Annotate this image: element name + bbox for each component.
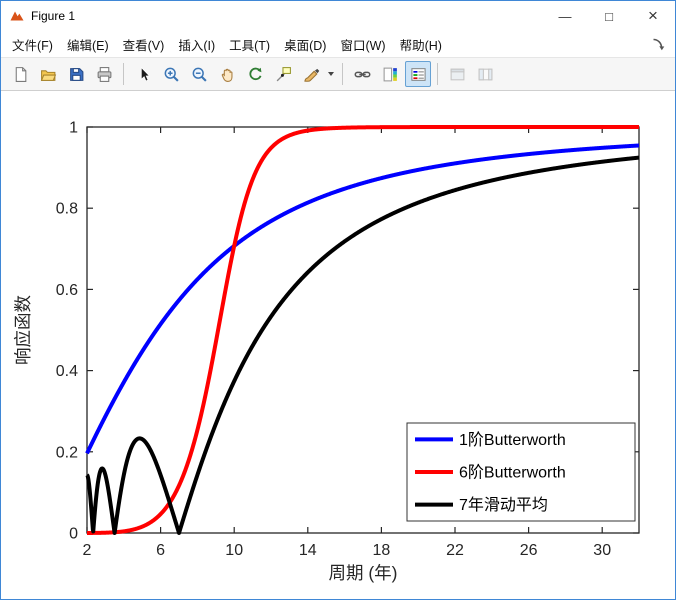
curve-butterworth-order-1 <box>85 143 641 455</box>
x-tick-label: 26 <box>520 542 538 559</box>
x-tick-label: 18 <box>373 542 391 559</box>
y-tick-label: 0.6 <box>56 282 78 299</box>
menu-item-tools[interactable]: 工具(T) <box>229 38 271 53</box>
open-file-button[interactable] <box>35 61 61 87</box>
y-tick-label: 1 <box>69 120 78 137</box>
new-document-icon <box>15 66 26 82</box>
legend-entry-label: 7年滑动平均 <box>459 496 548 514</box>
chevron-down-icon <box>327 72 334 76</box>
show-plot-tools-button <box>472 61 498 87</box>
rotate-3d-icon <box>248 67 261 80</box>
edit-plot-button[interactable] <box>130 61 156 87</box>
x-tick-label: 22 <box>446 542 464 559</box>
show-plot-tools-icon <box>478 68 492 80</box>
x-tick-label: 14 <box>299 542 317 559</box>
zoom-out-icon <box>192 67 207 82</box>
x-tick-label: 2 <box>83 542 92 559</box>
menu-item-insert[interactable]: 插入(I) <box>178 38 216 53</box>
open-folder-icon <box>40 69 56 81</box>
save-icon <box>69 67 83 81</box>
minimize-button[interactable]: — <box>558 8 572 24</box>
insert-colorbar-icon <box>383 67 397 81</box>
pan-hand-icon <box>221 68 232 82</box>
title-bar: Figure 1 — □ × <box>1 1 675 31</box>
menu-item-help[interactable]: 帮助(H) <box>399 38 442 53</box>
y-tick-label: 0 <box>69 526 78 543</box>
x-tick-label: 6 <box>156 542 165 559</box>
dock-figure-icon[interactable] <box>651 37 665 51</box>
brush-button[interactable] <box>298 61 324 87</box>
toolbar <box>1 57 675 91</box>
legend-entry-label: 6阶Butterworth <box>459 464 566 482</box>
print-figure-button[interactable] <box>91 61 117 87</box>
zoom-in-button[interactable] <box>158 61 184 87</box>
close-button[interactable]: × <box>648 6 658 25</box>
menu-item-window[interactable]: 窗口(W) <box>340 38 386 53</box>
curve-butterworth-order-6 <box>85 125 641 535</box>
save-figure-button[interactable] <box>63 61 89 87</box>
zoom-out-button[interactable] <box>186 61 212 87</box>
y-tick-label: 0.2 <box>56 444 78 461</box>
toolbar-separator <box>437 63 438 85</box>
brush-dropdown-button[interactable] <box>325 61 336 87</box>
menu-item-desktop[interactable]: 桌面(D) <box>284 38 327 53</box>
cursor-icon <box>140 66 150 81</box>
window-controls: — □ × <box>543 1 675 31</box>
insert-legend-button[interactable] <box>405 61 431 87</box>
data-cursor-icon <box>276 66 291 81</box>
x-axis-label: 周期 (年) <box>328 563 397 583</box>
menu-item-edit[interactable]: 编辑(E) <box>66 38 109 53</box>
matlab-figure-icon <box>9 8 25 24</box>
new-figure-button[interactable] <box>7 61 33 87</box>
brush-icon <box>303 68 319 82</box>
insert-colorbar-button[interactable] <box>377 61 403 87</box>
link-plots-button[interactable] <box>349 61 375 87</box>
toolbar-separator <box>342 63 343 85</box>
y-axis-label: 响应函数 <box>13 295 33 365</box>
legend-entry-label: 1阶Butterworth <box>459 431 566 449</box>
x-tick-label: 10 <box>225 542 243 559</box>
y-tick-label: 0.8 <box>56 201 78 218</box>
menu-items: 文件(F) 编辑(E) 查看(V) 插入(I) 工具(T) 桌面(D) 窗口(W) 帮助(H) <box>5 31 449 58</box>
print-icon <box>97 66 111 82</box>
legend[interactable]: 1阶Butterworth 6阶Butterworth 7年滑动平均 <box>406 422 636 522</box>
maximize-button[interactable]: □ <box>605 8 613 24</box>
zoom-in-icon <box>164 67 179 82</box>
hide-plot-tools-button <box>444 61 470 87</box>
curve-moving-average-7yr <box>85 155 641 535</box>
insert-legend-icon <box>410 67 426 81</box>
link-plots-icon <box>354 71 370 77</box>
window-title: Figure 1 <box>31 9 76 23</box>
x-tick-label: 30 <box>593 542 611 559</box>
figure-canvas: 2 6 10 14 18 22 26 30 0 0.2 0.4 0.6 0.8 1 周期 (年) 响应函数 1阶… <box>1 93 675 599</box>
data-cursor-button[interactable] <box>270 61 296 87</box>
pan-button[interactable] <box>214 61 240 87</box>
menu-item-file[interactable]: 文件(F) <box>12 38 53 53</box>
menu-item-view[interactable]: 查看(V) <box>122 38 165 53</box>
menu-bar: 文件(F) 编辑(E) 查看(V) 插入(I) 工具(T) 桌面(D) 窗口(W) 帮助(H) <box>1 31 675 57</box>
hide-plot-tools-icon <box>450 68 464 80</box>
y-tick-label: 0.4 <box>56 363 78 380</box>
toolbar-separator <box>123 63 124 85</box>
rotate-3d-button[interactable] <box>242 61 268 87</box>
